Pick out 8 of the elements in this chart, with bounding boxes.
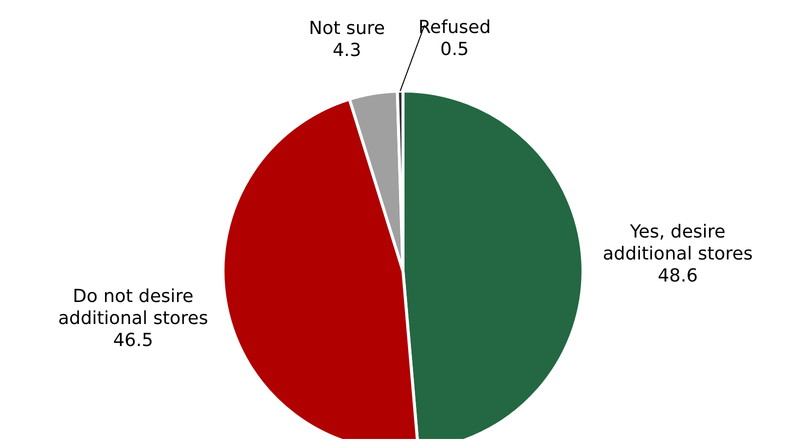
slice-label: Refused	[418, 17, 491, 38]
data-label: 48.6	[658, 265, 698, 286]
slice-label: Not sure	[308, 18, 385, 40]
slice-label: Do not desire additional stores	[58, 286, 208, 329]
data-label: 0.5	[440, 39, 469, 60]
data-label: 4.3	[332, 40, 362, 62]
data-label: 46.5	[113, 330, 154, 351]
slice-label: Yes, desire additional stores	[602, 221, 753, 264]
